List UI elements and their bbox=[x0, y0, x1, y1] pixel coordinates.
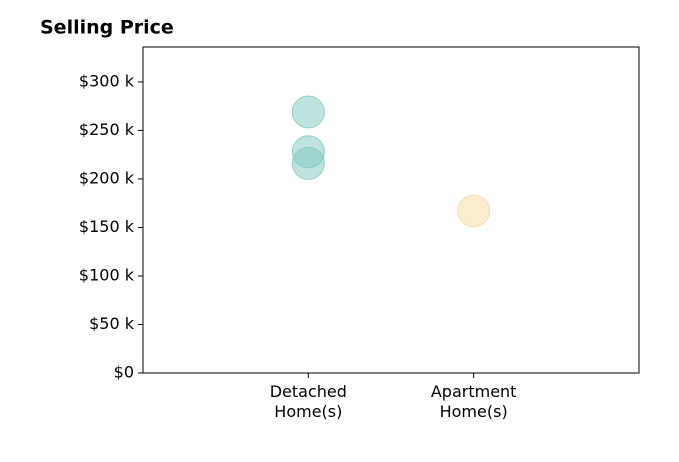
y-tick-label: $200 k bbox=[79, 168, 135, 187]
y-tick-label: $0 bbox=[114, 363, 134, 382]
y-tick-label: $150 k bbox=[79, 217, 135, 236]
x-tick-label: Apartment Home(s) bbox=[430, 382, 517, 421]
chart-title: Selling Price bbox=[40, 17, 174, 39]
point bbox=[291, 146, 325, 180]
y-tick-label: $300 k bbox=[79, 71, 135, 90]
y-tick-label: $250 k bbox=[79, 120, 135, 139]
point bbox=[291, 95, 325, 129]
plot-frame bbox=[142, 46, 640, 374]
y-tick-label: $50 k bbox=[89, 314, 135, 333]
point bbox=[457, 194, 491, 228]
x-tick-label: Detached Home(s) bbox=[269, 382, 347, 421]
y-tick-label: $100 k bbox=[79, 265, 135, 284]
